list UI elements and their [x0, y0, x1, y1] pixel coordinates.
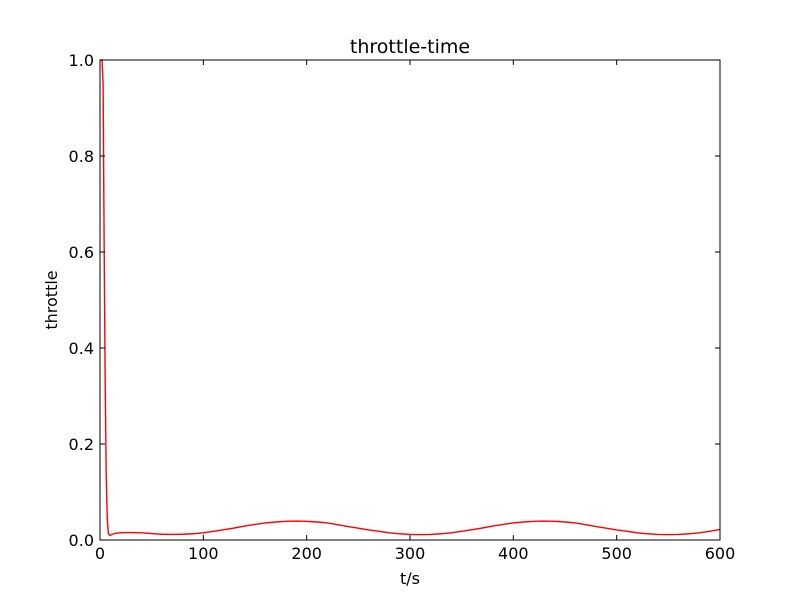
throttle-series-line: [100, 59, 721, 536]
x-tick-label: 0: [95, 544, 105, 563]
x-tick-label: 400: [498, 544, 529, 563]
x-tick-label: 300: [395, 544, 426, 563]
x-tick-label: 600: [705, 544, 736, 563]
y-axis-label: throttle: [42, 270, 61, 329]
y-tick-label: 0.8: [69, 147, 94, 166]
chart-title: throttle-time: [350, 36, 470, 58]
x-tick-label: 100: [188, 544, 219, 563]
x-axis-label: t/s: [400, 569, 420, 588]
x-tick-label: 500: [601, 544, 632, 563]
plot-area: 0 100 200 300 400 500 600 0.0 0.2 0.4 0.6 0.8 1.0: [69, 51, 736, 563]
y-tick-label: 0.0: [69, 531, 94, 550]
y-tick-label: 0.2: [69, 435, 94, 454]
plot-frame: [99, 59, 721, 541]
tick-layer: 0 100 200 300 400 500 600 0.0 0.2 0.4 0.6 0.8 1.0: [69, 51, 736, 563]
y-tick-label: 0.6: [69, 243, 94, 262]
y-tick-label: 0.4: [69, 339, 94, 358]
x-tick-label: 200: [291, 544, 322, 563]
series-layer: [100, 59, 721, 536]
y-tick-label: 1.0: [69, 51, 94, 70]
